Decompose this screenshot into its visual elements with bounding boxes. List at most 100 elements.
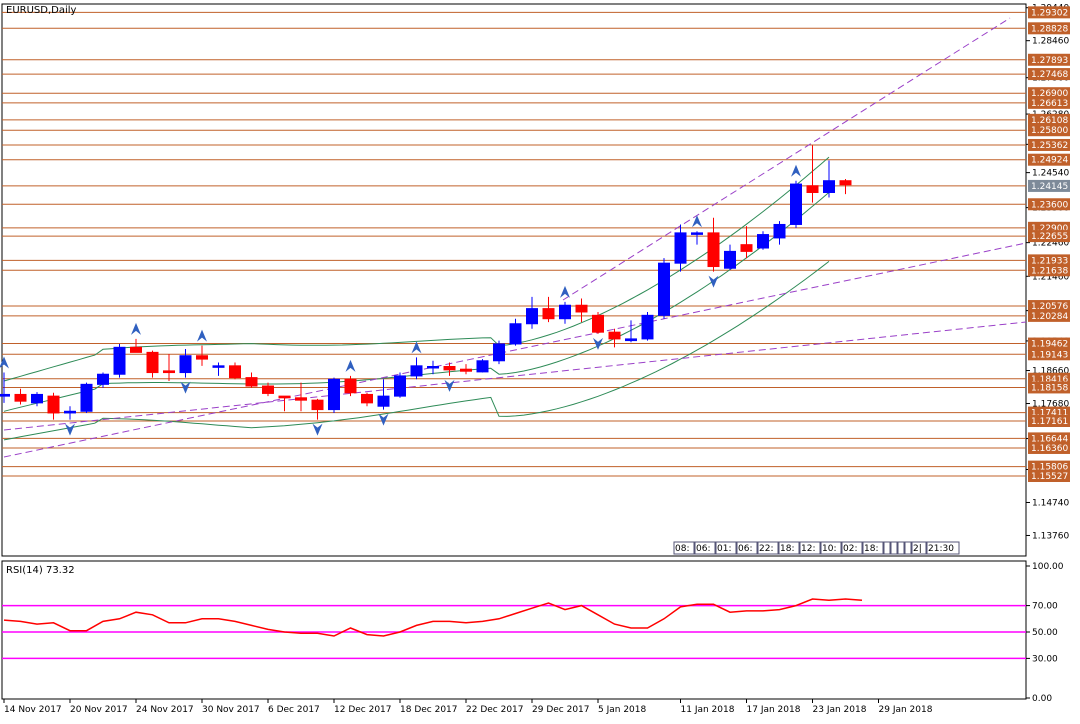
timer-cell <box>883 541 891 555</box>
price-level-label: 1.15527 <box>1031 472 1068 482</box>
price-level-label-box <box>1028 309 1070 322</box>
candle-body <box>14 393 27 402</box>
candle-body <box>443 366 456 371</box>
timer-cell <box>841 541 863 555</box>
fractal-down-marker <box>65 423 75 436</box>
candle-body <box>295 397 307 401</box>
price-level-label: 1.22655 <box>1031 232 1068 242</box>
candle-body <box>806 185 819 193</box>
candle-body <box>344 378 357 394</box>
price-level-label-box <box>1028 68 1070 81</box>
timer-cell <box>820 541 842 555</box>
x-tick-label: 29 Jan 2018 <box>879 705 933 715</box>
price-level-label-box <box>1028 124 1070 137</box>
price-level-label-box <box>1028 22 1070 35</box>
candle-body <box>229 365 241 379</box>
x-tick-label: 29 Dec 2017 <box>532 705 590 715</box>
fractal-up-marker <box>560 285 570 298</box>
price-level-label: 1.27893 <box>1031 56 1068 66</box>
x-tick-label: 24 Nov 2017 <box>136 705 194 715</box>
fractal-up-marker <box>791 164 801 177</box>
rsi-line <box>3 598 863 637</box>
candle-body <box>130 346 142 353</box>
candle-body <box>0 393 10 397</box>
candle-body <box>790 183 802 225</box>
fractal-up-marker <box>411 341 422 354</box>
price-level-label-box <box>1028 264 1070 277</box>
price-level-label: 1.22900 <box>1031 224 1068 234</box>
price-level-label-box <box>1028 230 1070 243</box>
x-tick-label: 6 Dec 2017 <box>268 705 320 715</box>
price-level-label: 1.25800 <box>1031 126 1068 136</box>
y-tick-label: 1.18660 <box>1032 367 1069 377</box>
rsi-label: RSI(14) 73.32 <box>6 565 75 576</box>
candle-body <box>328 378 340 411</box>
price-level-label: 1.16644 <box>1031 434 1068 444</box>
x-tick-label: 5 Jan 2018 <box>598 705 646 715</box>
price-level-label: 1.19462 <box>1031 340 1068 350</box>
price-level-label-box <box>1028 348 1070 361</box>
candle-body <box>262 385 274 394</box>
candle-body <box>493 343 505 362</box>
timer-cell <box>904 541 912 555</box>
candle-body <box>245 377 258 387</box>
x-tick-label: 12 Dec 2017 <box>334 705 392 715</box>
candle-body <box>278 395 291 399</box>
chart-title: EURUSD,Daily <box>6 5 77 16</box>
candle-body <box>724 250 736 269</box>
timer-cell-label: 06: <box>738 544 752 554</box>
timer-cell <box>890 541 898 555</box>
bollinger-upper-line <box>3 156 830 382</box>
timer-cell-label: 22: <box>759 544 773 554</box>
rsi-tick-label: 100.00 <box>1032 562 1064 572</box>
fractal-down-marker <box>444 379 455 392</box>
candle-body <box>311 399 324 411</box>
timer-cell-label: 02: <box>843 544 857 554</box>
timer-cell <box>897 541 905 555</box>
price-level-label: 1.26108 <box>1031 116 1068 126</box>
price-level-label: 1.24924 <box>1031 156 1068 166</box>
x-tick-label: 11 Jan 2018 <box>681 705 735 715</box>
candle-body <box>658 262 670 316</box>
rsi-tick-label: 50.00 <box>1032 628 1058 638</box>
price-level-label-box <box>1028 113 1070 126</box>
timer-cell <box>778 541 800 555</box>
fractal-up-marker <box>197 329 207 342</box>
main-panel-frame <box>1 3 1027 557</box>
timer-cell-label: 10: <box>822 544 836 554</box>
timer-cell <box>911 541 927 555</box>
candle-body <box>212 365 225 368</box>
x-tick-label: 23 Jan 2018 <box>813 705 867 715</box>
timer-cell <box>715 541 737 555</box>
fractal-up-marker <box>345 359 356 372</box>
price-level-label-box <box>1028 254 1070 267</box>
price-level-label-box <box>1028 337 1070 350</box>
price-level-label: 1.20576 <box>1031 302 1068 312</box>
timer-cell <box>862 541 884 555</box>
candle-body <box>31 393 43 404</box>
x-tick-label: 22 Dec 2017 <box>466 705 524 715</box>
price-level-label-box <box>1028 432 1070 445</box>
price-level-label: 1.26613 <box>1031 99 1068 109</box>
fractal-down-marker <box>378 413 389 426</box>
price-level-label: 1.20284 <box>1031 312 1068 322</box>
rsi-tick-label: 30.00 <box>1032 654 1058 664</box>
y-tick-label: 1.28460 <box>1032 37 1069 47</box>
timer-cell-label: 06: <box>696 544 710 554</box>
candle-body <box>641 314 654 340</box>
timer-cell-label: 12: <box>801 544 815 554</box>
candle-body <box>542 308 555 320</box>
price-level-label-box <box>1028 381 1070 394</box>
candle-body <box>839 180 852 186</box>
fractal-down-marker <box>593 337 603 350</box>
y-tick-label: 1.13760 <box>1032 531 1069 541</box>
rsi-tick-label: 70.00 <box>1032 602 1058 612</box>
timer-cell-label: 2| <box>913 544 922 554</box>
current-price-box <box>1028 179 1070 192</box>
x-tick-label: 17 Jan 2018 <box>747 705 801 715</box>
price-level-label: 1.21638 <box>1031 266 1068 276</box>
timer-cell-label: 21:30 <box>928 544 954 554</box>
candle-body <box>592 314 604 333</box>
